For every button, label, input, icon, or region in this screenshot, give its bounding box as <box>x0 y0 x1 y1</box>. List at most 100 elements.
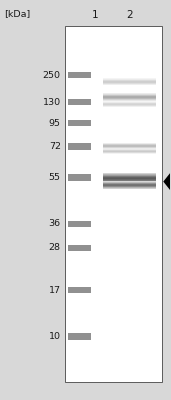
Bar <box>103 147 156 148</box>
Bar <box>103 80 156 81</box>
Bar <box>103 99 156 100</box>
Bar <box>68 221 91 227</box>
Bar <box>103 95 156 96</box>
Bar <box>103 103 156 104</box>
Bar <box>103 81 156 82</box>
Bar <box>103 176 156 177</box>
Bar <box>103 82 156 83</box>
Bar <box>68 144 91 150</box>
Bar <box>103 145 156 146</box>
Bar <box>103 178 156 179</box>
Bar <box>103 182 156 183</box>
Bar <box>103 79 156 80</box>
Bar <box>103 98 156 99</box>
Text: 250: 250 <box>43 71 61 80</box>
Bar <box>103 81 156 82</box>
Bar <box>103 82 156 83</box>
Bar <box>103 181 156 182</box>
Bar <box>103 182 156 183</box>
Bar <box>68 72 91 78</box>
Bar <box>103 188 156 189</box>
Bar <box>103 146 156 147</box>
Bar <box>103 146 156 147</box>
Bar <box>103 181 156 182</box>
Bar <box>103 103 156 104</box>
Bar <box>103 149 156 150</box>
Bar <box>103 175 156 176</box>
Bar <box>103 78 156 79</box>
Text: 36: 36 <box>49 220 61 228</box>
Bar <box>103 183 156 184</box>
Bar <box>103 103 156 104</box>
Bar <box>103 96 156 97</box>
Bar <box>103 180 156 181</box>
Bar <box>103 185 156 186</box>
Bar <box>103 97 156 98</box>
Bar <box>103 96 156 97</box>
Bar <box>68 287 91 293</box>
Bar <box>103 152 156 153</box>
Polygon shape <box>163 173 170 190</box>
Bar <box>103 173 156 174</box>
Bar <box>103 148 156 149</box>
Bar <box>103 185 156 186</box>
Bar <box>103 176 156 177</box>
Bar <box>103 84 156 85</box>
Bar <box>103 104 156 105</box>
Bar <box>103 174 156 175</box>
Bar <box>103 99 156 100</box>
Bar <box>103 147 156 148</box>
Bar <box>103 145 156 146</box>
Bar <box>103 83 156 84</box>
Bar <box>103 106 156 107</box>
Bar <box>103 97 156 98</box>
Bar <box>103 83 156 84</box>
Bar <box>103 186 156 187</box>
Bar <box>103 145 156 146</box>
Bar <box>103 143 156 144</box>
Bar <box>103 183 156 184</box>
Bar <box>103 186 156 187</box>
Bar <box>103 183 156 184</box>
Bar <box>103 149 156 150</box>
Bar <box>103 94 156 95</box>
Bar <box>103 148 156 149</box>
Bar <box>103 175 156 176</box>
Text: 28: 28 <box>49 243 61 252</box>
Bar <box>103 145 156 146</box>
Bar <box>103 102 156 103</box>
Bar <box>103 143 156 144</box>
Text: 2: 2 <box>127 10 133 20</box>
Text: 10: 10 <box>49 332 61 341</box>
Bar <box>68 244 91 251</box>
Bar <box>103 78 156 79</box>
Bar <box>103 98 156 99</box>
Bar <box>103 94 156 95</box>
Bar <box>103 152 156 153</box>
Bar <box>103 101 156 102</box>
Bar <box>103 104 156 105</box>
Bar <box>103 150 156 151</box>
Bar <box>103 79 156 80</box>
Bar <box>103 144 156 145</box>
Bar <box>65 26 162 382</box>
Bar <box>103 184 156 185</box>
Bar <box>103 81 156 82</box>
Bar <box>103 181 156 182</box>
Bar <box>103 177 156 178</box>
Bar <box>103 187 156 188</box>
Bar <box>103 102 156 103</box>
Bar <box>103 184 156 185</box>
Bar <box>103 144 156 145</box>
Bar <box>103 102 156 103</box>
Bar <box>103 179 156 180</box>
Text: 17: 17 <box>49 286 61 295</box>
Bar <box>103 178 156 179</box>
Bar <box>103 147 156 148</box>
Bar <box>103 98 156 99</box>
Text: 55: 55 <box>49 173 61 182</box>
Bar <box>68 333 91 340</box>
Bar <box>103 97 156 98</box>
Bar <box>103 179 156 180</box>
Bar <box>103 180 156 181</box>
